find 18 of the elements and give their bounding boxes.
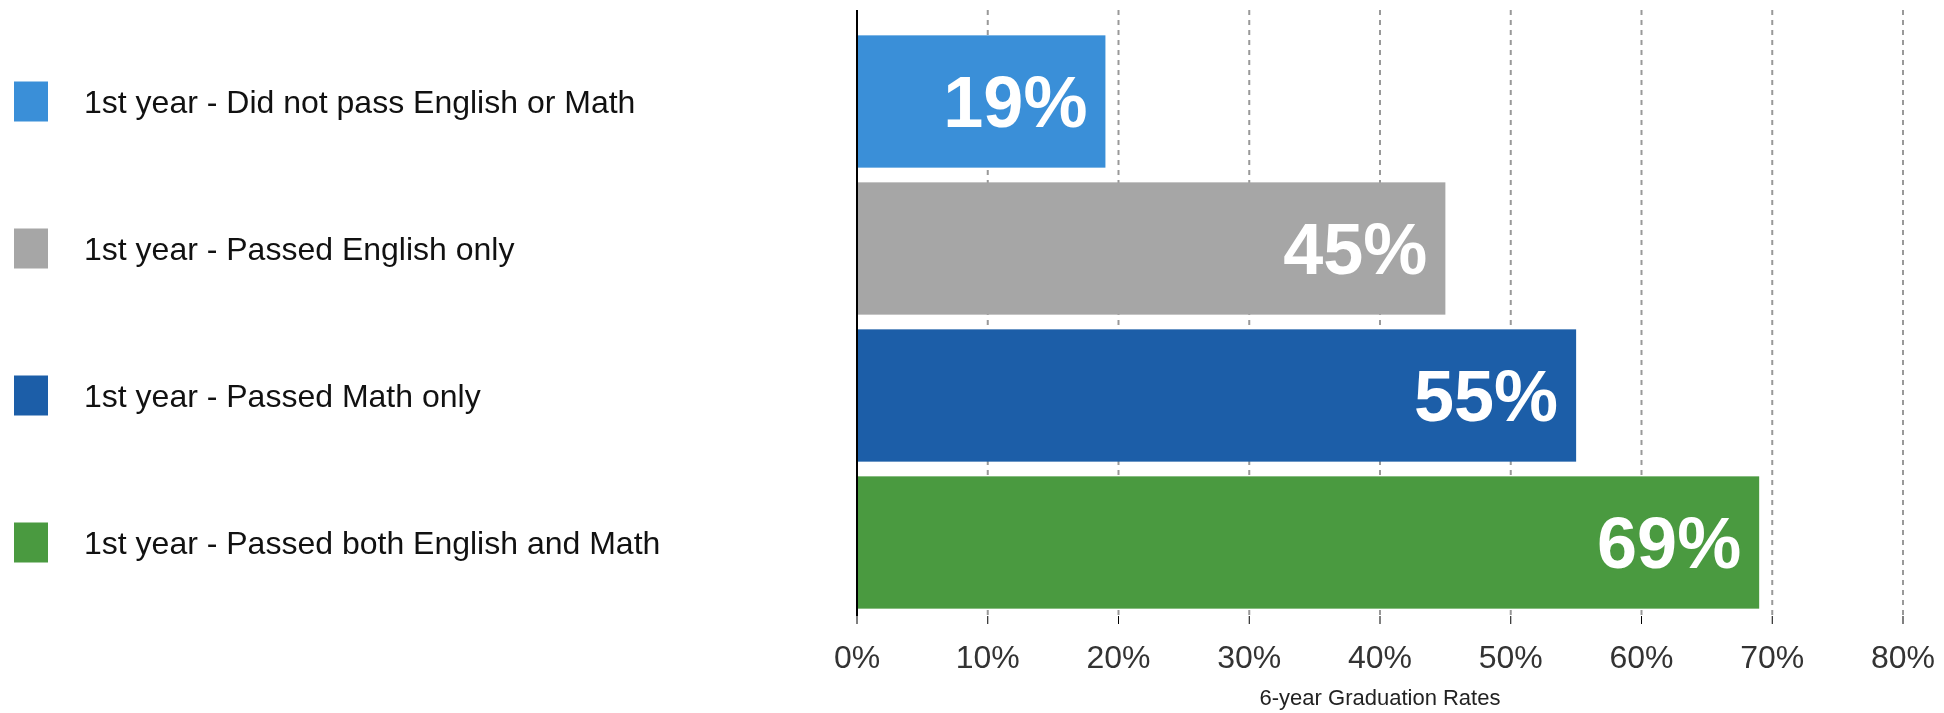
x-tick-label: 50% xyxy=(1478,639,1543,675)
x-tick-label: 80% xyxy=(1870,639,1936,675)
legend-label: 1st year - Passed Math only xyxy=(84,377,481,414)
x-tick-label: 70% xyxy=(1740,639,1805,675)
data-label: 69% xyxy=(1597,502,1742,583)
x-tick-label: 30% xyxy=(1217,639,1282,675)
x-tick-label: 60% xyxy=(1609,639,1674,675)
x-tick-label: 10% xyxy=(955,639,1020,675)
x-tick-label: 40% xyxy=(1347,639,1413,675)
legend-label: 1st year - Passed English only xyxy=(84,230,515,267)
data-label: 19% xyxy=(943,61,1088,142)
x-tick-label: 0% xyxy=(833,639,881,675)
x-axis-title: 6-year Graduation Rates xyxy=(1259,685,1501,710)
legend-label: 1st year - Passed both English and Math xyxy=(84,524,661,561)
data-label: 45% xyxy=(1283,208,1428,289)
legend-label: 1st year - Did not pass English or Math xyxy=(84,83,636,120)
x-tick-label: 20% xyxy=(1086,639,1151,675)
data-label: 55% xyxy=(1414,355,1559,436)
